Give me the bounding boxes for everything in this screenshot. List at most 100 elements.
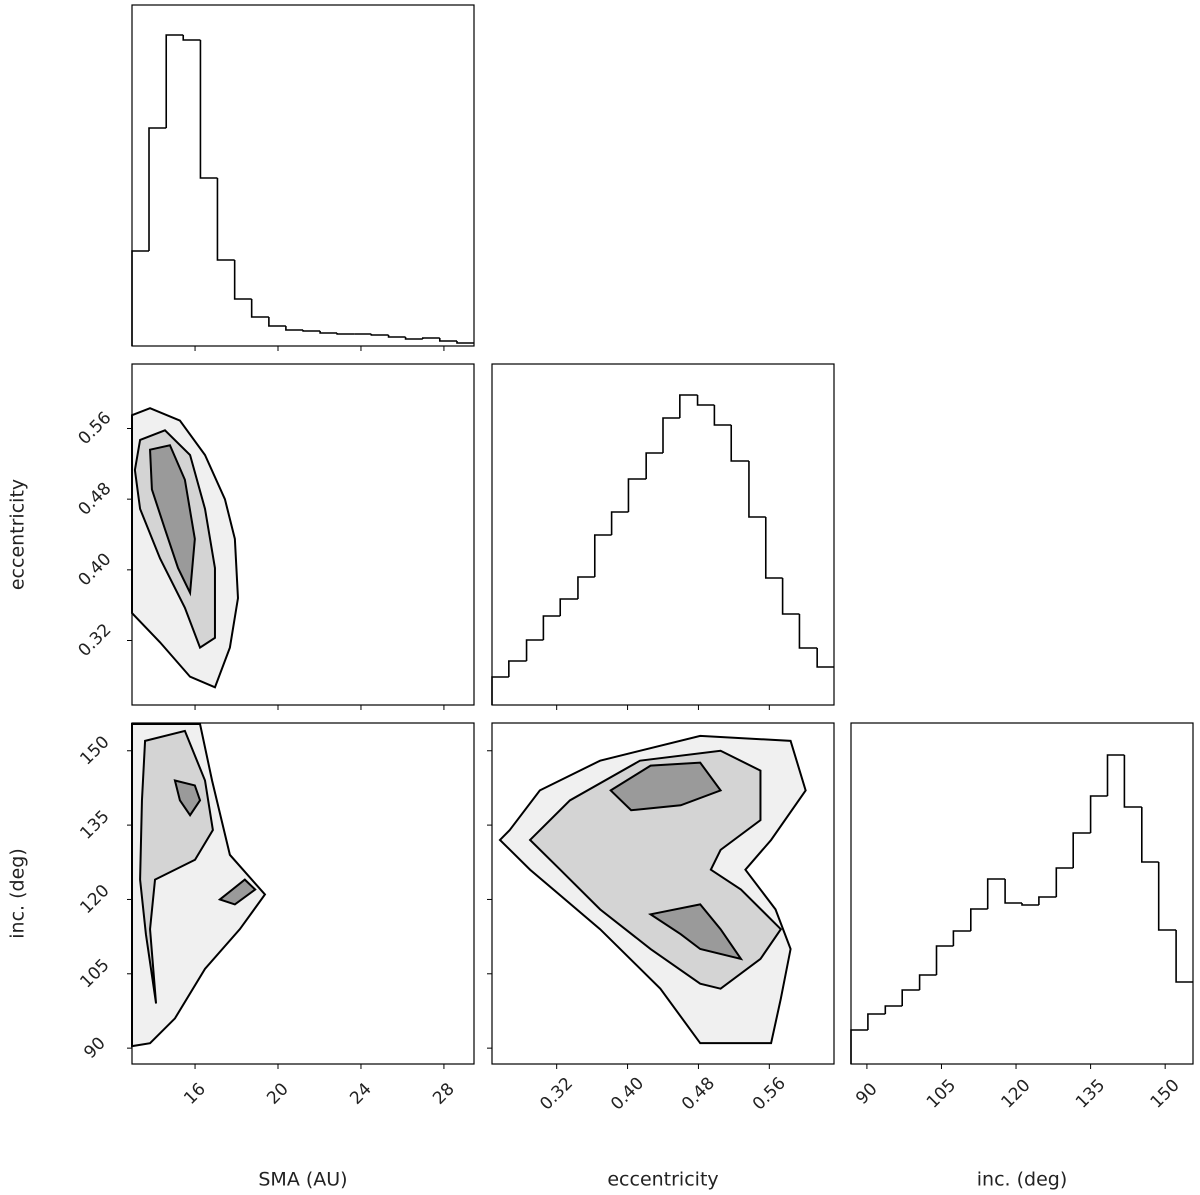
histogram-bin <box>662 417 680 453</box>
histogram-bin <box>696 395 715 406</box>
histogram-bin <box>1157 862 1177 931</box>
histogram-bin <box>199 40 218 179</box>
panel <box>850 754 1193 1064</box>
histogram-bin <box>1072 832 1091 868</box>
histogram-bin <box>182 35 201 41</box>
panel <box>498 734 807 1045</box>
histogram-bin <box>1123 755 1142 808</box>
histogram-bin <box>935 945 954 975</box>
histogram-bin <box>250 299 269 318</box>
contour <box>648 903 744 961</box>
histogram-bin <box>969 908 988 931</box>
histogram-bin <box>319 331 338 334</box>
histogram-bin <box>404 337 423 340</box>
y-tick-label: 0.40 <box>75 549 116 590</box>
histogram-bin <box>456 341 474 344</box>
x-axis-label: inc. (deg) <box>977 1169 1067 1191</box>
histogram-bin <box>1175 930 1193 983</box>
histogram-bin <box>679 394 698 418</box>
y-tick-label: 120 <box>76 881 113 918</box>
histogram-bin <box>798 614 818 649</box>
histogram-bin <box>781 578 800 615</box>
histogram-bin <box>233 260 252 300</box>
histogram-bin <box>918 974 937 990</box>
histogram-bin <box>764 517 783 579</box>
histogram-bin <box>387 335 406 338</box>
histogram-bin <box>730 425 749 462</box>
histogram-bin <box>148 127 167 251</box>
x-tick-label: 0.32 <box>536 1074 577 1115</box>
histogram-bin <box>816 648 834 668</box>
histogram-bin <box>713 405 732 426</box>
contour <box>217 878 257 906</box>
histogram-bin <box>884 1005 903 1014</box>
y-axis-label: inc. (deg) <box>7 848 29 938</box>
y-tick-label: 105 <box>76 955 113 992</box>
panel <box>131 407 239 689</box>
histogram-bin <box>986 878 1006 909</box>
contour <box>609 761 723 812</box>
x-tick-label: 28 <box>429 1079 458 1108</box>
histogram-bin <box>302 330 321 332</box>
panel-frame <box>131 363 475 706</box>
panel-frame <box>491 722 835 1065</box>
histogram-bin <box>370 334 389 336</box>
histogram-bin <box>336 333 355 335</box>
panel-frame <box>131 722 475 1065</box>
x-tick-label: 120 <box>997 1075 1034 1112</box>
x-axis-label: SMA (AU) <box>258 1169 347 1191</box>
histogram-bin <box>438 338 457 342</box>
histogram-bin <box>1089 795 1108 833</box>
histogram-bin <box>491 676 509 705</box>
histogram-bin <box>1038 896 1057 905</box>
x-tick-label: 105 <box>923 1075 960 1112</box>
contour <box>149 444 196 597</box>
y-tick-label: 0.56 <box>75 408 116 449</box>
histogram-bin <box>610 511 629 535</box>
panel <box>131 722 267 1048</box>
histogram-bin <box>268 317 286 327</box>
histogram-bin <box>1004 879 1022 904</box>
histogram-bin <box>1141 807 1159 863</box>
histogram-bin <box>593 534 612 577</box>
panel-frame <box>850 722 1194 1065</box>
histogram-bin <box>901 989 920 1006</box>
histogram-bin <box>165 34 184 128</box>
y-axis-label: eccentricity <box>7 479 29 590</box>
contour <box>173 779 202 817</box>
histogram-bin <box>559 598 578 616</box>
histogram-bin <box>1021 903 1039 906</box>
histogram-bin <box>850 1029 868 1064</box>
y-tick-label: 135 <box>76 807 113 844</box>
histogram-bin <box>1106 754 1125 796</box>
histogram-bin <box>577 576 595 599</box>
x-tick-label: 0.48 <box>678 1074 719 1115</box>
histogram-bin <box>1055 867 1074 897</box>
histogram-bin <box>542 615 561 640</box>
histogram-bin <box>285 326 304 331</box>
histogram-bin <box>421 337 440 339</box>
x-tick-label: 150 <box>1147 1075 1184 1112</box>
histogram-bin <box>645 452 663 479</box>
x-tick-label: 90 <box>852 1079 881 1108</box>
panel <box>491 394 834 705</box>
x-tick-label: 16 <box>180 1079 209 1108</box>
x-tick-label: 24 <box>346 1079 375 1108</box>
y-tick-label: 0.32 <box>75 620 116 661</box>
histogram-bin <box>508 660 527 677</box>
x-tick-label: 0.56 <box>749 1074 790 1115</box>
x-axis-label: eccentricity <box>607 1169 718 1191</box>
panel-frame <box>491 363 835 706</box>
histogram-bin <box>525 639 544 661</box>
histogram-bin <box>131 250 150 346</box>
histogram-bin <box>952 930 971 946</box>
histogram-bin <box>748 461 766 518</box>
panel-frame <box>131 4 475 347</box>
y-tick-label: 150 <box>76 732 113 769</box>
y-tick-label: 0.48 <box>75 479 116 520</box>
histogram-bin <box>216 178 235 261</box>
y-tick-label: 90 <box>80 1033 109 1062</box>
histogram-bin <box>867 1013 886 1030</box>
x-tick-label: 20 <box>263 1079 292 1108</box>
